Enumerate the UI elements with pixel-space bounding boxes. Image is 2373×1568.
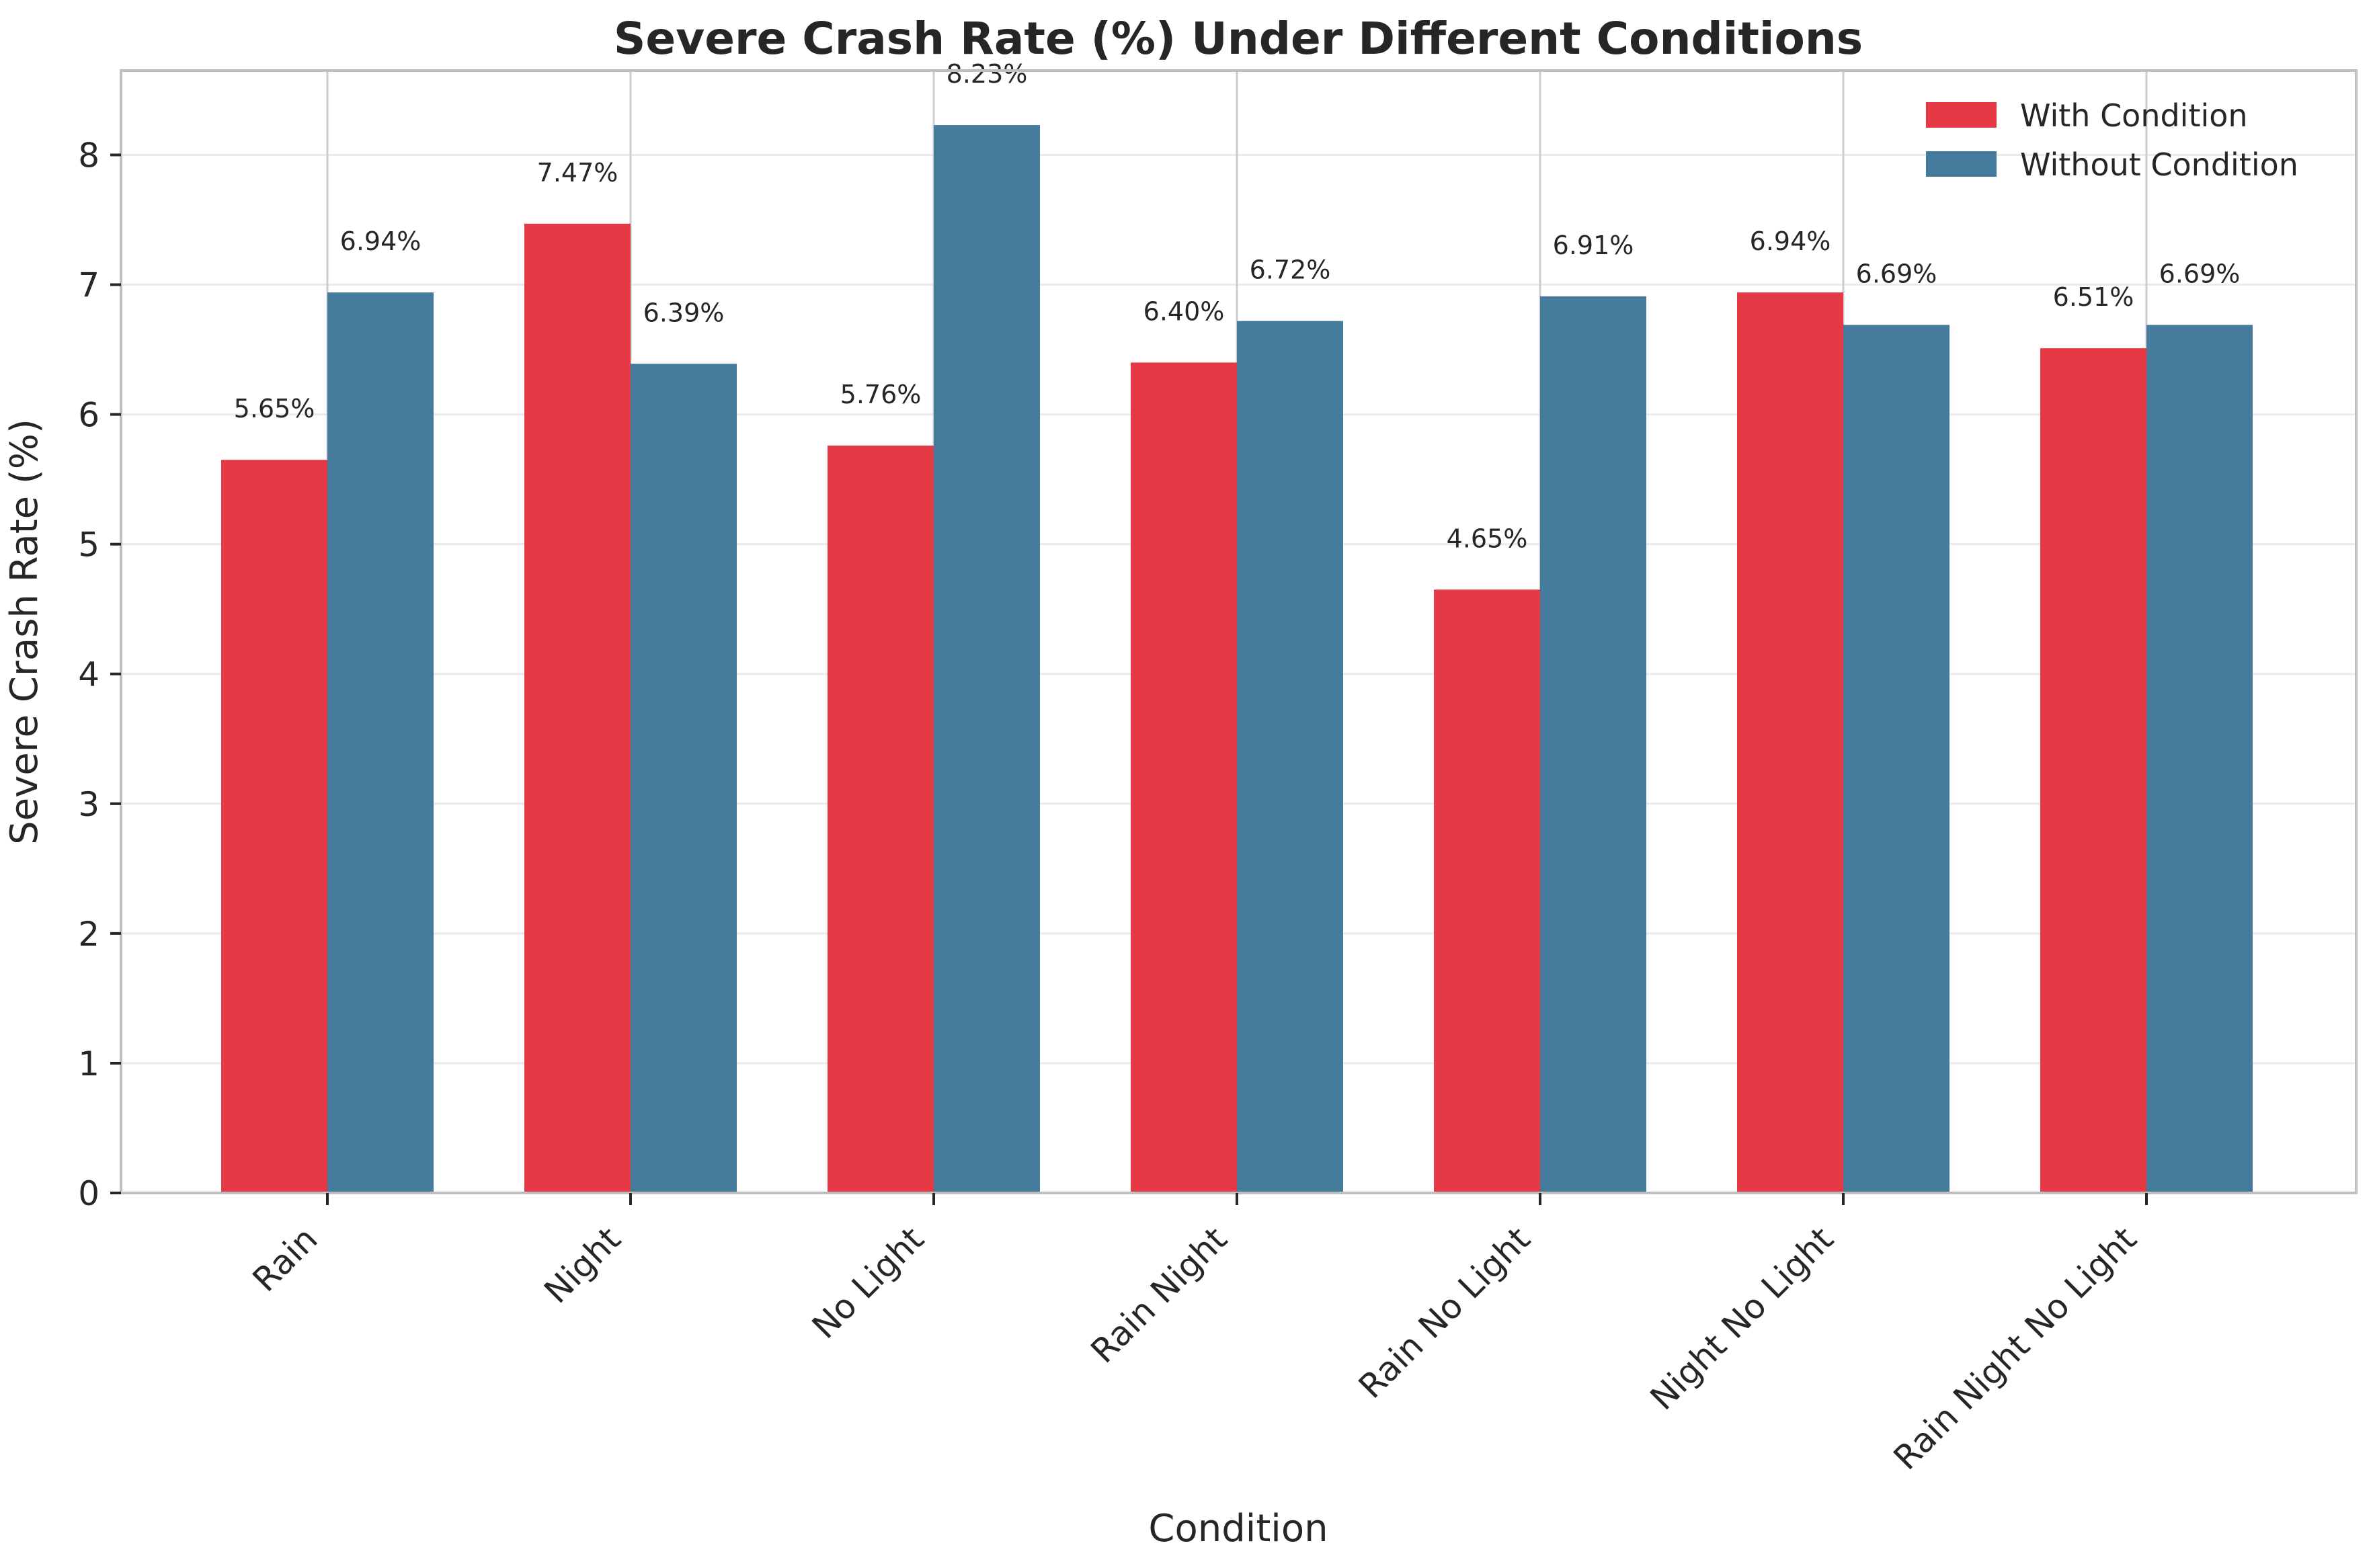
y-tick-label: 4	[78, 655, 99, 694]
y-axis: 0 1 2 3 4 5 6 7 8	[78, 136, 121, 1213]
y-tick-label: 7	[78, 266, 99, 305]
data-label: 6.94%	[340, 226, 421, 256]
y-tick-label: 0	[78, 1174, 99, 1213]
bar-without-condition-rain-night	[1237, 321, 1343, 1193]
data-label: 6.69%	[1856, 259, 1937, 288]
bar-without-condition-rain	[327, 292, 434, 1194]
data-label: 6.72%	[1250, 255, 1331, 285]
legend-label-with-condition: With Condition	[2020, 97, 2248, 134]
y-tick-label: 2	[78, 915, 99, 954]
legend: With Condition Without Condition	[1926, 97, 2298, 183]
y-tick-label: 3	[78, 785, 99, 824]
y-tick-label: 8	[78, 136, 99, 175]
bar-without-condition-night-no-light	[1843, 325, 1949, 1193]
bar-with-condition-no-light	[828, 445, 934, 1193]
bar-without-condition-night	[631, 364, 737, 1193]
data-label: 6.94%	[1750, 226, 1831, 256]
data-label: 6.91%	[1553, 231, 1634, 260]
plot-area-frame	[120, 69, 2358, 1194]
y-axis-label: Severe Crash Rate (%)	[3, 419, 46, 845]
data-label: 6.40%	[1143, 296, 1225, 326]
data-label: 4.65%	[1447, 524, 1528, 553]
data-label: 5.65%	[234, 394, 315, 423]
legend-label-without-condition: Without Condition	[2020, 147, 2298, 183]
x-axis-label: Condition	[1148, 1507, 1328, 1551]
data-label: 8.23%	[947, 59, 1028, 89]
bar-with-condition-night	[524, 223, 631, 1193]
data-labels: 5.65% 7.47% 5.76% 6.40% 4.65% 6.94% 6.51% 6.94%…	[234, 59, 2241, 553]
bar-without-condition-no-light	[934, 125, 1040, 1194]
data-label: 6.51%	[2053, 282, 2134, 312]
bar-without-condition-rain-night-no-light	[2146, 325, 2253, 1193]
chart-title: Severe Crash Rate (%) Under Different Co…	[614, 13, 1863, 65]
data-label: 6.69%	[2159, 259, 2241, 288]
bars	[221, 125, 2253, 1194]
bar-with-condition-rain-no-light	[1434, 589, 1540, 1193]
bar-with-condition-night-no-light	[1737, 292, 1843, 1194]
data-label: 6.39%	[643, 298, 725, 327]
bar-without-condition-rain-no-light	[1540, 296, 1646, 1193]
y-tick-label: 6	[78, 396, 99, 435]
data-label: 7.47%	[537, 158, 618, 188]
bar-with-condition-rain-night-no-light	[2040, 348, 2146, 1194]
y-tick-label: 5	[78, 526, 99, 565]
legend-swatch-without-condition	[1926, 151, 1997, 177]
bar-with-condition-rain	[221, 460, 327, 1194]
legend-swatch-with-condition	[1926, 102, 1997, 128]
y-tick-label: 1	[78, 1044, 99, 1083]
data-label: 5.76%	[840, 380, 922, 409]
bar-with-condition-rain-night	[1131, 362, 1237, 1193]
